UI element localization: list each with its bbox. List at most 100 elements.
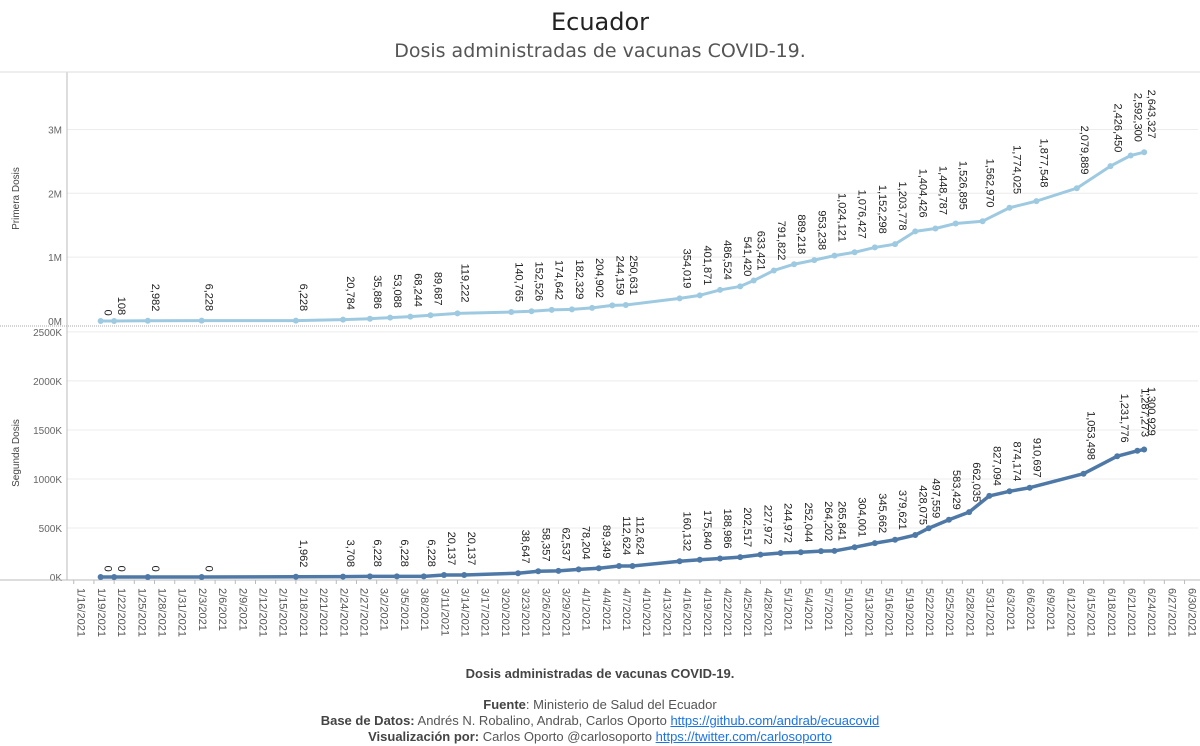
segunda-point [1114, 453, 1121, 460]
segunda-point [797, 549, 804, 556]
segunda-series-line [100, 447, 1145, 579]
segunda-data-label: 379,621 [896, 490, 908, 530]
segunda-data-label: 910,697 [1031, 438, 1043, 478]
y-tick-label: 2500K [33, 328, 62, 339]
y-tick-label: 0K [50, 573, 63, 584]
x-tick-label: 5/10/2021 [842, 588, 854, 637]
primera-data-label: 182,329 [573, 260, 585, 300]
x-tick-label: 3/8/2021 [418, 588, 430, 631]
segunda-point [1134, 447, 1141, 454]
x-tick-label: 6/27/2021 [1165, 588, 1177, 637]
segunda-data-label: 345,662 [876, 493, 888, 533]
primera-point [111, 317, 118, 324]
segunda-data-label: 202,517 [741, 507, 753, 547]
segunda-data-label: 0 [102, 566, 114, 572]
primera-point [1107, 163, 1114, 170]
segunda-data-label: 20,137 [465, 532, 477, 566]
segunda-point [831, 547, 838, 554]
segunda-point [292, 573, 299, 580]
primera-point [508, 309, 515, 316]
x-tick-label: 5/7/2021 [822, 588, 834, 631]
segunda-data-label: 428,075 [916, 485, 928, 525]
primera-data-label: 6,228 [203, 284, 215, 312]
x-tick-label: 1/31/2021 [176, 588, 188, 637]
segunda-point [966, 509, 973, 516]
primera-data-label: 791,822 [775, 221, 787, 261]
primera-point [454, 310, 461, 317]
x-tick-label: 5/31/2021 [984, 588, 996, 637]
primera-point [932, 225, 939, 232]
segunda-data-label: 38,647 [519, 530, 531, 564]
primera-point [1073, 185, 1080, 192]
primera-data-label: 889,218 [795, 214, 807, 254]
database-label: Base de Datos: [320, 713, 415, 728]
x-tick-label: 6/12/2021 [1064, 588, 1076, 637]
chart-title: Ecuador [550, 8, 650, 36]
x-tick-label: 6/21/2021 [1125, 588, 1137, 637]
segunda-data-label: 662,035 [970, 462, 982, 502]
x-tick-label: 2/6/2021 [216, 588, 228, 631]
segunda-point [717, 555, 724, 562]
x-tick-label: 4/13/2021 [660, 588, 672, 637]
y-tick-label: 1500K [33, 426, 62, 437]
primera-data-label: 152,526 [533, 261, 545, 301]
segunda-point [892, 536, 899, 543]
primera-data-label: 6,228 [297, 284, 309, 312]
primera-data-label: 1,404,426 [916, 169, 928, 218]
segunda-data-label: 6,228 [371, 539, 383, 567]
source-credit: Fuente: Ministerio de Salud del Ecuador [0, 697, 1200, 712]
segunda-point [198, 574, 205, 580]
primera-point [407, 313, 414, 320]
segunda-data-label: 252,044 [802, 502, 814, 542]
x-tick-label: 6/18/2021 [1105, 588, 1117, 637]
x-tick-label: 4/10/2021 [640, 588, 652, 637]
x-tick-label: 4/4/2021 [600, 588, 612, 631]
segunda-point [818, 548, 824, 555]
y-tick-label: 2M [48, 189, 62, 200]
primera-series-line [100, 150, 1145, 323]
x-tick-label: 5/22/2021 [923, 588, 935, 637]
x-tick-label: 2/15/2021 [277, 588, 289, 637]
segunda-point [555, 567, 562, 574]
primera-data-label: 401,871 [701, 246, 713, 286]
x-tick-label: 3/2/2021 [378, 588, 390, 631]
source-text: : Ministerio de Salud del Ecuador [525, 697, 717, 712]
x-tick-label: 4/28/2021 [761, 588, 773, 637]
primera-data-label: 486,524 [721, 240, 733, 280]
primera-data-label: 2,079,889 [1078, 126, 1090, 175]
x-tick-label: 3/26/2021 [539, 588, 551, 637]
primera-data-label: 2,643,327 [1145, 90, 1157, 139]
primera-point [292, 317, 299, 324]
primera-data-label: 174,642 [553, 260, 565, 300]
segunda-point [420, 573, 427, 580]
segunda-data-label: 3,708 [344, 540, 356, 568]
x-tick-label: 5/16/2021 [883, 588, 895, 637]
segunda-point [111, 574, 118, 580]
primera-point [548, 306, 555, 313]
primera-data-label: 244,159 [613, 256, 625, 296]
x-tick-label: 1/19/2021 [95, 588, 107, 637]
x-tick-label: 2/24/2021 [337, 588, 349, 637]
source-label: Fuente [483, 697, 526, 712]
segunda-data-label: 58,357 [539, 528, 551, 562]
primera-point [1033, 198, 1040, 205]
primera-data-label: 250,631 [627, 255, 639, 295]
segunda-data-label: 1,300,929 [1145, 387, 1157, 436]
chart-subtitle: Dosis administradas de vacunas COVID-19. [394, 40, 806, 62]
segunda-point [851, 544, 858, 551]
primera-point [912, 228, 919, 235]
primera-point [366, 315, 373, 322]
primera-data-label: 1,526,895 [957, 161, 969, 210]
segunda-data-label: 583,429 [950, 470, 962, 510]
segunda-point [575, 566, 582, 573]
primera-data-label: 204,902 [593, 258, 605, 298]
x-tick-label: 3/17/2021 [479, 588, 491, 637]
y-tick-label: 1000K [33, 475, 62, 486]
database-link[interactable]: https://github.com/andrab/ecuacovid [670, 713, 880, 728]
x-tick-label: 5/13/2021 [862, 588, 874, 637]
primera-point [622, 301, 629, 308]
primera-point [750, 277, 757, 284]
primera-point [676, 295, 683, 302]
visualization-link[interactable]: https://twitter.com/carlosoporto [655, 729, 832, 744]
primera-point [892, 241, 899, 248]
